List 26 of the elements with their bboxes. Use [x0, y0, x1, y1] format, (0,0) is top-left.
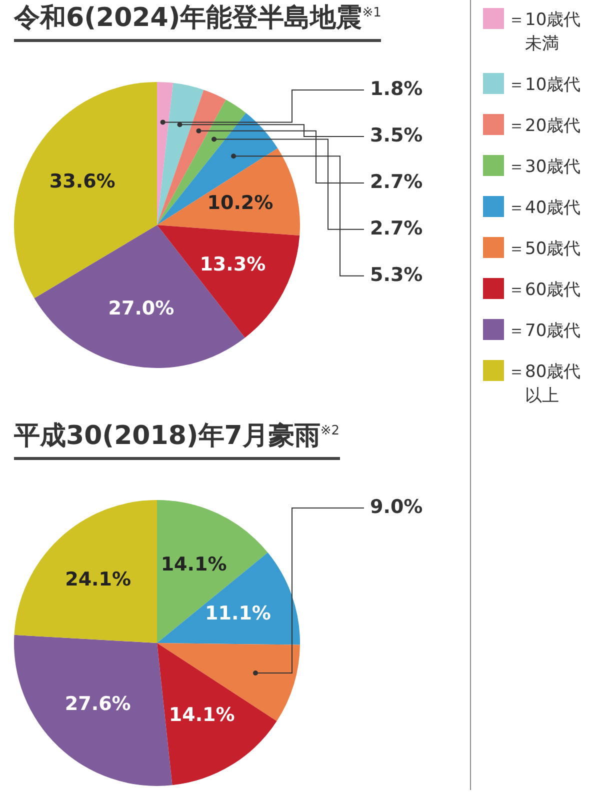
data-label: 11.1%	[205, 602, 271, 625]
data-label: 2.7%	[370, 217, 423, 240]
data-label: 14.1%	[160, 553, 227, 576]
legend-label: ＝60歳代	[508, 279, 582, 302]
legend-label: ＝50歳代	[508, 238, 582, 261]
data-label: 10.2%	[207, 192, 274, 214]
data-label: 27.6%	[64, 693, 131, 716]
legend-label: ＝20歳代	[508, 115, 582, 138]
legend-label: ＝70歳代	[508, 320, 582, 343]
legend-label: ＝10歳代未満	[508, 9, 582, 56]
legend-label: ＝40歳代	[508, 197, 582, 220]
data-label: 24.1%	[65, 568, 132, 591]
legend-label: ＝10歳代	[508, 74, 582, 97]
data-label: 27.0%	[108, 297, 174, 320]
legend-label: ＝80歳代以上	[508, 361, 582, 408]
data-label: 3.5%	[370, 124, 423, 146]
data-label: 33.6%	[49, 170, 116, 193]
data-label: 1.8%	[370, 78, 423, 100]
data-label: 14.1%	[168, 704, 235, 726]
chart-title: 平成30(2018)年7月豪雨$^{※2}$	[14, 418, 340, 460]
data-label: 9.0%	[370, 496, 423, 518]
legend-label: ＝30歳代	[508, 156, 582, 179]
data-label: 13.3%	[200, 253, 266, 276]
data-label: 2.7%	[370, 170, 423, 193]
chart-title: 令和6(2024)年能登半島地震$^{※1}$	[14, 0, 382, 42]
data-label: 5.3%	[370, 264, 423, 286]
